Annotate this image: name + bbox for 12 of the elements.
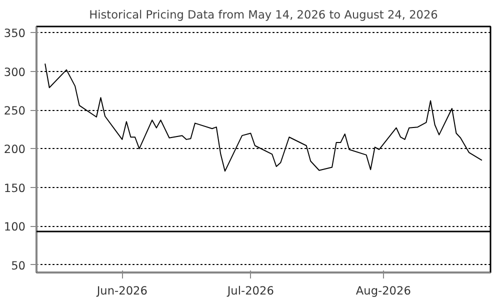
y-tick-label: 250 — [4, 104, 26, 118]
chart-title: Historical Pricing Data from May 14, 2026 to August 24, 2026 — [89, 8, 438, 22]
x-tick-label: Aug-2026 — [356, 284, 411, 298]
line-series — [44, 63, 482, 172]
y-tick-label: 350 — [4, 26, 26, 40]
y-tick-label: 300 — [4, 64, 26, 79]
y-tick-label: 200 — [4, 142, 26, 156]
y-tick-label: 100 — [4, 220, 26, 234]
x-tick-label: Jul-2026 — [226, 284, 274, 298]
x-tick-label: Jun-2026 — [96, 284, 148, 298]
y-tick-label: 50 — [11, 258, 26, 272]
y-tick-label: 150 — [4, 180, 26, 195]
